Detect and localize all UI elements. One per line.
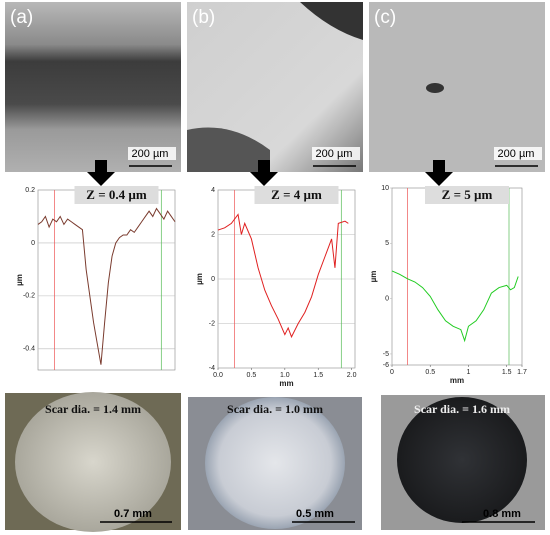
y-tick-label: 4 [211, 187, 215, 194]
wear-scar [205, 397, 345, 529]
y-tick-label: 10 [381, 185, 389, 192]
y-tick-label: -5 [383, 351, 389, 358]
plot-area [391, 187, 523, 366]
panel-label: (a) [10, 7, 33, 28]
x-tick-label: 0.0 [213, 372, 223, 379]
y-tick-label: 0 [385, 295, 389, 302]
y-tick-label: -4 [209, 365, 215, 372]
wear-scar [397, 397, 527, 523]
scar-scale-label: 0.5 mm [296, 508, 334, 520]
wear-debris [300, 2, 363, 40]
x-tick-label: 1.5 [313, 372, 323, 379]
profile-line [217, 213, 349, 339]
y-tick-label: 0 [31, 240, 35, 247]
z-label: Z = 4 µm [271, 187, 322, 202]
scale-bg [494, 147, 542, 160]
scale-bg [128, 147, 176, 160]
y-tick-label: -0.2 [23, 293, 35, 300]
x-tick-label: 1.5 [502, 369, 512, 376]
micrograph [369, 2, 545, 172]
scar-scale-label: 0.7 mm [114, 508, 152, 520]
profile-line [37, 207, 176, 365]
x-tick-label: 0 [390, 369, 394, 376]
scar-label: Scar dia. = 1.6 mm [414, 402, 510, 416]
y-tick-label: -0.4 [23, 346, 35, 353]
arrows [87, 160, 453, 186]
y-tick-label: -6 [383, 362, 389, 369]
x-tick-label: 1 [467, 369, 471, 376]
wear-scar [15, 392, 171, 532]
wear-debris [187, 127, 270, 172]
x-tick-label: 1.0 [280, 372, 290, 379]
y-tick-label: -2 [209, 320, 215, 327]
scar-label: Scar dia. = 1.4 mm [45, 402, 141, 416]
x-tick-label: 0.5 [247, 372, 257, 379]
z-label-bg [425, 186, 509, 204]
scar-scale-label: 0.8 mm [483, 508, 521, 520]
y-tick-label: 5 [385, 240, 389, 247]
panel-label: (b) [192, 7, 215, 28]
profile-line [391, 270, 519, 343]
y-axis-label: µm [195, 273, 204, 285]
y-tick-label: 2 [211, 231, 215, 238]
x-tick-label: 0.5 [425, 369, 435, 376]
z-label: Z = 0.4 µm [86, 187, 147, 202]
pit [426, 83, 444, 93]
scar-label: Scar dia. = 1.0 mm [227, 402, 323, 416]
z-label-bg [254, 186, 339, 204]
z-label-bg [74, 186, 159, 204]
scale-bars [100, 165, 538, 523]
scale-label: 200 µm [132, 148, 169, 160]
panel-label: (c) [374, 7, 396, 28]
scale-label: 200 µm [498, 148, 535, 160]
y-tick-label: 0 [211, 276, 215, 283]
x-tick-label: 1.7 [517, 369, 527, 376]
scale-bg [312, 147, 360, 160]
plot-area [37, 189, 176, 371]
x-axis-label: mm [279, 379, 293, 388]
x-axis-label: mm [450, 376, 464, 385]
micrograph [5, 2, 181, 172]
y-tick-label: 0.2 [25, 187, 35, 194]
x-tick-label: 2.0 [347, 372, 357, 379]
z-label: Z = 5 µm [442, 187, 493, 202]
y-axis-label: µm [369, 271, 378, 283]
scale-label: 200 µm [316, 148, 353, 160]
y-axis-label: µm [15, 274, 24, 286]
